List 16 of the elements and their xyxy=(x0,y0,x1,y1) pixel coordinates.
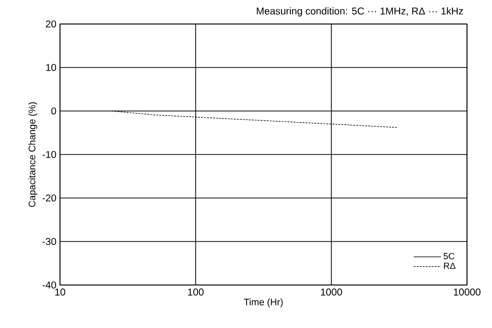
legend-label: RΔ xyxy=(444,262,456,269)
y-axis-title: Capacitance Change (%) xyxy=(28,102,38,207)
x-axis-title: Time (Hr) xyxy=(244,298,283,308)
y-tick-label: -30 xyxy=(42,238,56,246)
chart-title: Measuring condition: 5C ··· 1MHz, RΔ ··· 1kHz xyxy=(256,7,463,16)
x-tick-label: 100 xyxy=(188,288,204,296)
x-tick-label: 1000 xyxy=(321,288,342,296)
x-tick-label: 10000 xyxy=(454,288,480,296)
y-tick-label: -20 xyxy=(42,194,56,202)
y-tick-label: 20 xyxy=(46,20,56,28)
y-tick-label: -10 xyxy=(42,150,56,158)
y-tick-label: 0 xyxy=(51,107,56,115)
x-tick-label: 10 xyxy=(55,288,66,296)
legend-label: 5C xyxy=(444,252,454,260)
y-tick-label: -40 xyxy=(42,281,56,289)
y-tick-label: 10 xyxy=(46,64,56,72)
